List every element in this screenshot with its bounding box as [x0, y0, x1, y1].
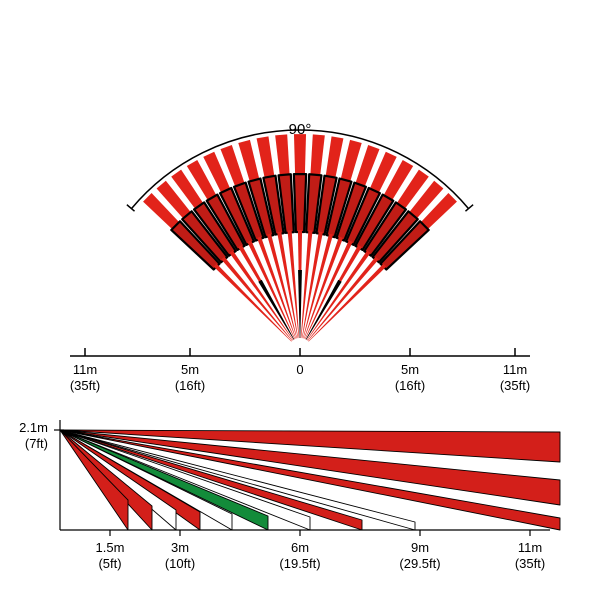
top-axis-label: 11m: [73, 362, 97, 377]
side-axis-sublabel: (35ft): [515, 556, 545, 571]
mount-height-label: 2.1m: [19, 420, 48, 435]
side-view: 2.1m(7ft) 1.5m(5ft) 3m(10ft) 6m(19.5ft) 9m(2…: [19, 420, 560, 571]
top-axis-label: 0: [296, 362, 303, 377]
side-axis-sublabel: (19.5ft): [279, 556, 320, 571]
mount-height-sublabel: (7ft): [25, 436, 48, 451]
side-axis-label: 11m: [518, 540, 542, 555]
top-axis-sublabel: (35ft): [500, 378, 530, 393]
top-view: 90°11m(35ft)5m(16ft)05m(16ft)11m(35ft): [70, 121, 530, 393]
side-axis-label: 9m: [411, 540, 429, 555]
top-axis-sublabel: (35ft): [70, 378, 100, 393]
top-axis-sublabel: (16ft): [395, 378, 425, 393]
top-axis-sublabel: (16ft): [175, 378, 205, 393]
top-axis-label: 5m: [181, 362, 199, 377]
side-axis-label: 6m: [291, 540, 309, 555]
side-axis-sublabel: (5ft): [98, 556, 121, 571]
top-axis-label: 11m: [503, 362, 527, 377]
side-axis-label: 1.5m: [96, 540, 125, 555]
side-axis-label: 3m: [171, 540, 189, 555]
side-axis-sublabel: (29.5ft): [399, 556, 440, 571]
pir-coverage-diagram: 90°11m(35ft)5m(16ft)05m(16ft)11m(35ft)2.…: [0, 0, 600, 600]
top-axis-label: 5m: [401, 362, 419, 377]
side-axis-sublabel: (10ft): [165, 556, 195, 571]
